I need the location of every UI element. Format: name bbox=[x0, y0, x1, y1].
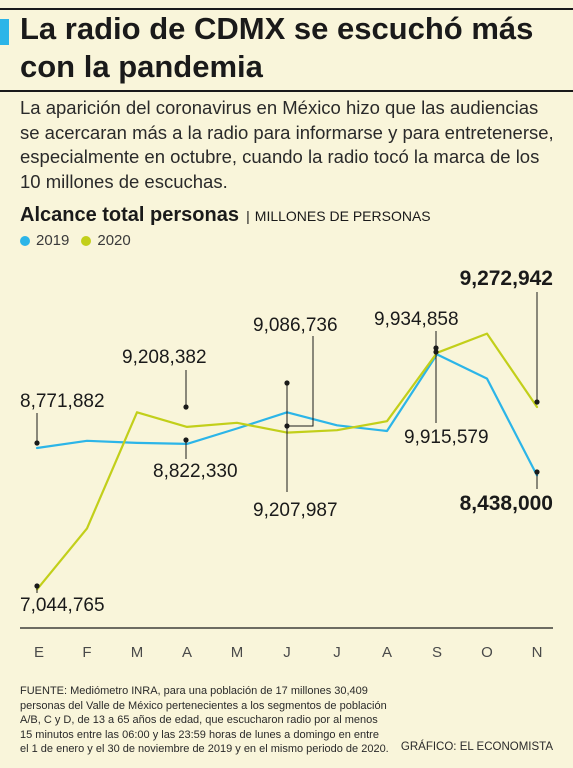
top-rule bbox=[0, 8, 573, 10]
data-point-marker bbox=[534, 469, 540, 475]
x-tick-label: J bbox=[283, 644, 291, 661]
x-tick-label: A bbox=[382, 644, 392, 661]
annotation-leader bbox=[287, 336, 314, 427]
x-tick-label: M bbox=[231, 644, 244, 661]
data-label-2019-0: 8,771,882 bbox=[20, 391, 105, 412]
legend-dot-2019 bbox=[20, 235, 30, 246]
data-point-marker bbox=[433, 345, 439, 351]
x-tick-label: J bbox=[333, 644, 341, 661]
data-label-2019-3: 8,822,330 bbox=[153, 461, 238, 482]
x-tick-label: E bbox=[34, 644, 44, 661]
page-title: La radio de CDMX se escuchó más con la p… bbox=[20, 11, 534, 84]
title-accent-bar bbox=[0, 19, 9, 45]
data-point-marker bbox=[34, 440, 40, 446]
data-label-2020-1: 7,044,765 bbox=[20, 595, 105, 616]
data-label-2019-9: 8,438,000 bbox=[460, 492, 553, 515]
data-point-marker bbox=[433, 349, 439, 355]
data-point-marker bbox=[183, 404, 189, 410]
chart-heading-separator: | bbox=[246, 208, 250, 224]
chart-unit: MILLONES DE PERSONAS bbox=[254, 208, 431, 224]
data-label-2020-2: 9,208,382 bbox=[122, 347, 207, 368]
source-note: FUENTE: Mediómetro INRA, para una poblac… bbox=[20, 685, 389, 755]
data-label-2020-4: 9,086,736 bbox=[253, 315, 338, 336]
title-divider bbox=[0, 90, 573, 92]
data-label-2020-8: 9,272,942 bbox=[460, 267, 553, 290]
line-chart: 8,771,882 7,044,765 9,208,382 8,822,330 9,08… bbox=[20, 267, 553, 661]
data-label-2019-5: 9,207,987 bbox=[253, 500, 338, 521]
legend-label-2019: 2019 bbox=[36, 232, 70, 249]
legend-item-2019: 2019 bbox=[20, 232, 69, 249]
x-tick-label: F bbox=[82, 644, 91, 661]
legend-label-2020: 2020 bbox=[97, 232, 131, 249]
x-tick-label: M bbox=[131, 644, 144, 661]
data-point-marker bbox=[284, 423, 290, 429]
chart-legend: 2019 2020 bbox=[20, 232, 143, 249]
data-point-marker bbox=[34, 583, 40, 589]
data-label-2020-6: 9,934,858 bbox=[374, 309, 459, 330]
data-point-marker bbox=[534, 399, 540, 405]
legend-item-2020: 2020 bbox=[81, 232, 131, 249]
data-label-2019-7: 9,915,579 bbox=[404, 427, 489, 448]
data-point-marker bbox=[183, 437, 189, 443]
x-tick-label: A bbox=[182, 644, 192, 661]
x-tick-label: N bbox=[532, 644, 543, 661]
chart-heading: Alcance total personas | MILLONES DE PER… bbox=[20, 204, 431, 227]
x-tick-label: S bbox=[432, 644, 442, 661]
data-point-marker bbox=[284, 380, 290, 386]
graphic-credit: GRÁFICO: EL ECONOMISTA bbox=[400, 741, 553, 753]
legend-dot-2020 bbox=[81, 235, 92, 246]
x-tick-label: O bbox=[481, 644, 493, 661]
page-subtitle: La aparición del coronavirus en México h… bbox=[20, 97, 554, 192]
chart-title: Alcance total personas bbox=[20, 204, 239, 226]
